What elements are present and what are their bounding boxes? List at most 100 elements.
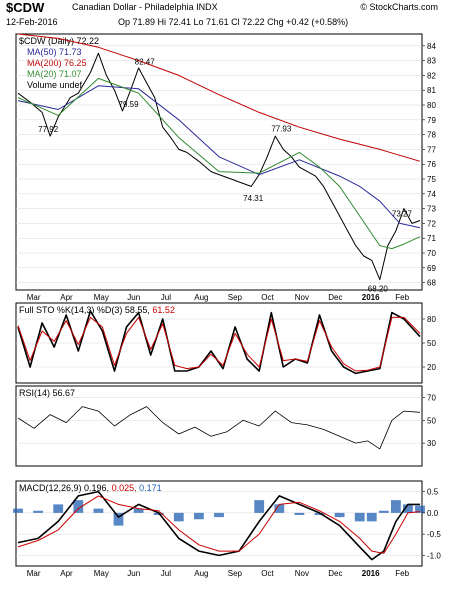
macd-x-label: Mar — [27, 569, 41, 578]
sto-y-ticks: 20 50 80 — [422, 315, 436, 372]
macd-histogram-bar — [378, 510, 389, 513]
price-x-label: Sep — [228, 293, 243, 302]
price-series — [17, 33, 421, 281]
macd-tick-label: 0.5 — [427, 488, 439, 497]
macd-x-label: Jun — [127, 569, 140, 578]
macd-x-label: 2016 — [362, 569, 380, 578]
price-tick-label: 83 — [427, 57, 436, 66]
price-panel: $CDW (Daily) 72.22 MA(50) 71.73 MA(200) … — [15, 33, 436, 302]
macd-x-label: Aug — [194, 569, 208, 578]
price-annotation: 79.59 — [119, 100, 140, 109]
macd-histogram-bar — [415, 505, 425, 513]
price-annotation: 73.27 — [392, 210, 413, 219]
price-tick-label: 68 — [427, 279, 436, 288]
macd-x-label: Dec — [328, 569, 342, 578]
price-tick-label: 70 — [427, 249, 436, 258]
rsi-label: RSI(14) 56.67 — [19, 388, 75, 398]
macd-histogram-bar — [314, 512, 325, 515]
macd-label-signal: 0.025, — [112, 483, 137, 493]
price-annotation: 77.93 — [271, 125, 292, 134]
price-x-labels: Mar Apr May Jun Jul Aug Sep Oct Nov Dec 2016 Feb — [27, 293, 410, 302]
price-x-label: 2016 — [362, 293, 380, 302]
macd-series-signal — [17, 495, 421, 554]
price-tick-label: 71 — [427, 234, 436, 243]
price-tick-label: 76 — [427, 160, 436, 169]
macd-histogram-bar — [334, 512, 345, 518]
price-tick-label: 80 — [427, 101, 436, 110]
price-x-label: Mar — [27, 293, 41, 302]
macd-histogram-bar — [254, 500, 265, 513]
price-tick-label: 84 — [427, 42, 436, 51]
price-x-label: Jul — [161, 293, 171, 302]
macd-tick-label: -0.5 — [427, 530, 441, 539]
rsi-tick-label: 70 — [427, 393, 436, 402]
quote-date: 12-Feb-2016 — [6, 17, 58, 27]
rsi-y-ticks: 30 50 70 — [422, 393, 436, 448]
price-tick-label: 79 — [427, 116, 436, 125]
macd-x-labels: Mar Apr May Jun Jul Aug Sep Oct Nov Dec 2016 Feb — [27, 569, 410, 578]
price-tick-label: 75 — [427, 175, 436, 184]
macd-histogram-bar — [53, 504, 64, 513]
price-panel-frame — [15, 33, 423, 291]
macd-histogram-bar — [214, 512, 224, 518]
price-x-label: Dec — [328, 293, 342, 302]
macd-histogram-bar — [403, 504, 413, 513]
macd-x-label: May — [94, 569, 109, 578]
macd-histogram-bar — [13, 508, 23, 513]
macd-histogram-bar — [354, 512, 365, 522]
price-legend-volume: Volume undef — [27, 80, 83, 90]
sto-series — [17, 310, 421, 375]
macd-histogram-bar — [193, 512, 204, 520]
sto-series--d — [17, 316, 421, 372]
rsi-grid — [16, 397, 422, 444]
price-annotation: 77.92 — [38, 125, 59, 134]
macd-histogram — [13, 500, 425, 526]
rsi-tick-label: 50 — [427, 416, 436, 425]
rsi-panel-frame — [15, 385, 423, 467]
macd-y-ticks: -1.0 -0.5 0.0 0.5 — [422, 488, 441, 560]
macd-x-label: Jul — [161, 569, 171, 578]
macd-histogram-bar — [93, 508, 104, 513]
rsi-series-rsi-14- — [17, 406, 421, 450]
macd-histogram-bar — [173, 512, 184, 522]
macd-panel-frame — [15, 480, 423, 567]
price-x-label: Feb — [395, 293, 409, 302]
macd-histogram-bar — [73, 500, 84, 513]
quote-values: Op 71.89 Hi 72.41 Lo 71.61 Cl 72.22 Chg … — [118, 17, 349, 27]
price-series-ma-20- — [17, 77, 421, 250]
macd-x-label: Sep — [228, 569, 243, 578]
price-x-label: Apr — [60, 293, 73, 302]
price-x-label: Aug — [194, 293, 208, 302]
macd-histogram-bar — [33, 510, 44, 513]
sto-tick-label: 20 — [427, 363, 436, 372]
price-x-label: May — [94, 293, 109, 302]
price-x-label: Jun — [127, 293, 140, 302]
macd-panel: MACD(12,26,9) 0.196, 0.025, 0.171 -1.0 -0… — [13, 480, 441, 578]
macd-histogram-bar — [274, 504, 285, 513]
macd-series — [17, 490, 421, 561]
macd-x-label: Feb — [395, 569, 409, 578]
price-legend-ma200: MA(200) 76.25 — [27, 58, 87, 68]
price-annotation: 82.47 — [135, 57, 156, 66]
instrument-name: Canadian Dollar - Philadelphia INDX — [72, 2, 218, 12]
price-series-ma-50- — [17, 85, 421, 229]
macd-tick-label: 0.0 — [427, 509, 439, 518]
price-annotations: 77.92 82.47 79.59 77.93 74.31 73.27 68.20 — [38, 57, 412, 293]
price-tick-label: 82 — [427, 71, 436, 80]
rsi-panel: RSI(14) 56.67 30 50 70 — [15, 385, 436, 467]
macd-x-label: Oct — [261, 569, 274, 578]
price-tick-label: 73 — [427, 205, 436, 214]
macd-histogram-bar — [133, 508, 144, 513]
price-legend-ma20: MA(20) 71.07 — [27, 69, 82, 79]
symbol-title: $CDW — [6, 0, 45, 15]
price-tick-label: 74 — [427, 190, 436, 199]
sto-panel: Full STO %K(14,3) %D(3) 58.55, 61.52 20 5… — [15, 302, 436, 384]
price-annotation: 74.31 — [243, 194, 264, 203]
macd-x-label: Nov — [295, 569, 309, 578]
sto-tick-label: 50 — [427, 339, 436, 348]
price-tick-label: 72 — [427, 219, 436, 228]
rsi-series — [17, 406, 421, 450]
sto-grid — [16, 318, 422, 368]
